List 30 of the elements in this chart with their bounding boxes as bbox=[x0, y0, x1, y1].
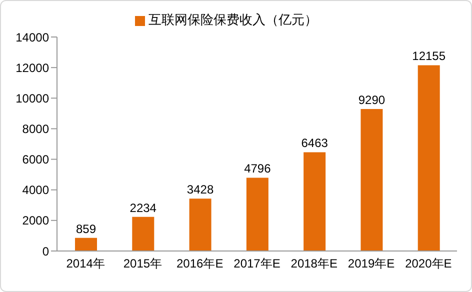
legend-label: 互联网保险保费收入（亿元） bbox=[148, 12, 318, 27]
y-tick-label: 0 bbox=[42, 244, 50, 258]
y-tick-label: 6000 bbox=[22, 152, 50, 167]
bar bbox=[75, 238, 97, 251]
bar bbox=[360, 108, 383, 251]
x-tick-label: 2015年 bbox=[123, 256, 162, 271]
y-tick-label: 8000 bbox=[22, 122, 50, 136]
y-tick-label: 4000 bbox=[22, 183, 50, 198]
bar bbox=[418, 65, 440, 251]
bar bbox=[189, 198, 212, 251]
y-tick-label: 14000 bbox=[16, 30, 50, 44]
y-tick-label: 12000 bbox=[16, 60, 50, 75]
y-tick-label: 2000 bbox=[22, 214, 50, 228]
y-tick-label: 10000 bbox=[16, 91, 50, 106]
data-label: 4796 bbox=[244, 162, 272, 176]
bar bbox=[132, 216, 154, 251]
data-label: 6463 bbox=[301, 136, 328, 150]
x-tick-label: 2019年E bbox=[348, 256, 395, 271]
data-label: 859 bbox=[76, 222, 96, 236]
data-label: 3428 bbox=[186, 182, 214, 197]
bar bbox=[246, 178, 268, 251]
data-label: 12155 bbox=[412, 49, 446, 64]
x-tick-label: 2017年E bbox=[234, 256, 280, 271]
data-label: 9290 bbox=[358, 92, 386, 107]
data-label: 2234 bbox=[130, 200, 157, 215]
x-tick-label: 2014年 bbox=[66, 256, 105, 271]
x-tick-label: 2018年E bbox=[290, 256, 338, 271]
x-tick-label: 2020年E bbox=[405, 256, 452, 271]
x-tick-label: 2016年E bbox=[176, 256, 224, 271]
bar bbox=[304, 152, 326, 251]
